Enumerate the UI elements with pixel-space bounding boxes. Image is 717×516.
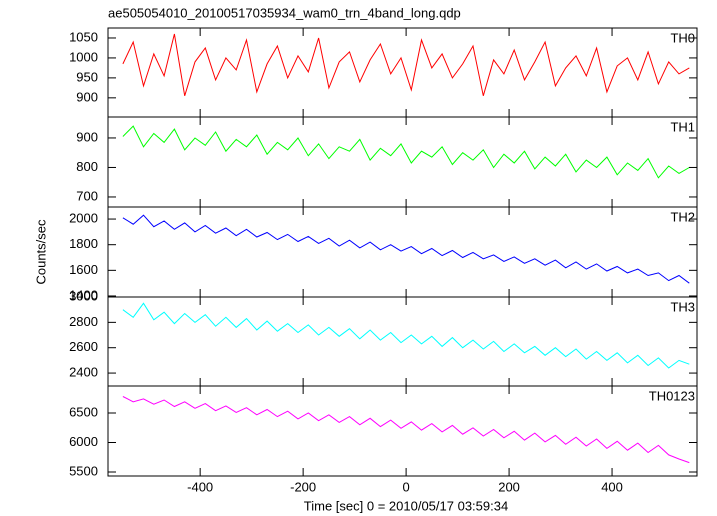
y-tick-label: 2800 (69, 314, 98, 329)
panel-label: TH3 (670, 299, 695, 314)
panel-frame (107, 116, 698, 208)
y-tick-label: 2600 (69, 339, 98, 354)
y-tick-label: 1000 (69, 49, 98, 64)
panel-frame (107, 385, 698, 477)
x-tick-label: 200 (498, 479, 520, 494)
y-tick-label: 1400 (69, 287, 98, 302)
series-line (122, 396, 690, 464)
chart-title: ae505054010_20100517035934_wam0_trn_4ban… (108, 5, 461, 20)
y-tick-label: 1800 (69, 236, 98, 251)
y-tick-label: 6500 (69, 404, 98, 419)
x-tick-label: 0 (402, 479, 409, 494)
y-axis-label: Counts/sec (33, 219, 48, 285)
panel-label: TH2 (670, 209, 695, 224)
y-tick-label: 3000 (69, 288, 98, 303)
y-tick-label: 2000 (69, 210, 98, 225)
x-axis-label: Time [sec] 0 = 2010/05/17 03:59:34 (304, 498, 508, 513)
panel-frame (107, 27, 698, 118)
series-line (122, 125, 690, 179)
series-line (122, 33, 690, 96)
x-tick-label: -200 (290, 479, 316, 494)
panel-label: TH0123 (649, 388, 695, 403)
y-tick-label: 950 (76, 69, 98, 84)
y-tick-label: 900 (76, 89, 98, 104)
y-tick-label: 1050 (69, 29, 98, 44)
y-tick-label: 800 (76, 159, 98, 174)
x-tick-label: 400 (601, 479, 623, 494)
y-tick-label: 6000 (69, 434, 98, 449)
series-line (122, 302, 690, 369)
x-tick-label: -400 (187, 479, 213, 494)
y-tick-label: 900 (76, 129, 98, 144)
panel-frame (107, 206, 698, 298)
y-tick-label: 700 (76, 188, 98, 203)
series-line (122, 214, 690, 284)
panel-label: TH0 (670, 30, 695, 45)
panel-label: TH1 (670, 119, 695, 134)
y-tick-label: 5500 (69, 463, 98, 478)
y-tick-label: 2400 (69, 365, 98, 380)
y-tick-label: 1600 (69, 262, 98, 277)
